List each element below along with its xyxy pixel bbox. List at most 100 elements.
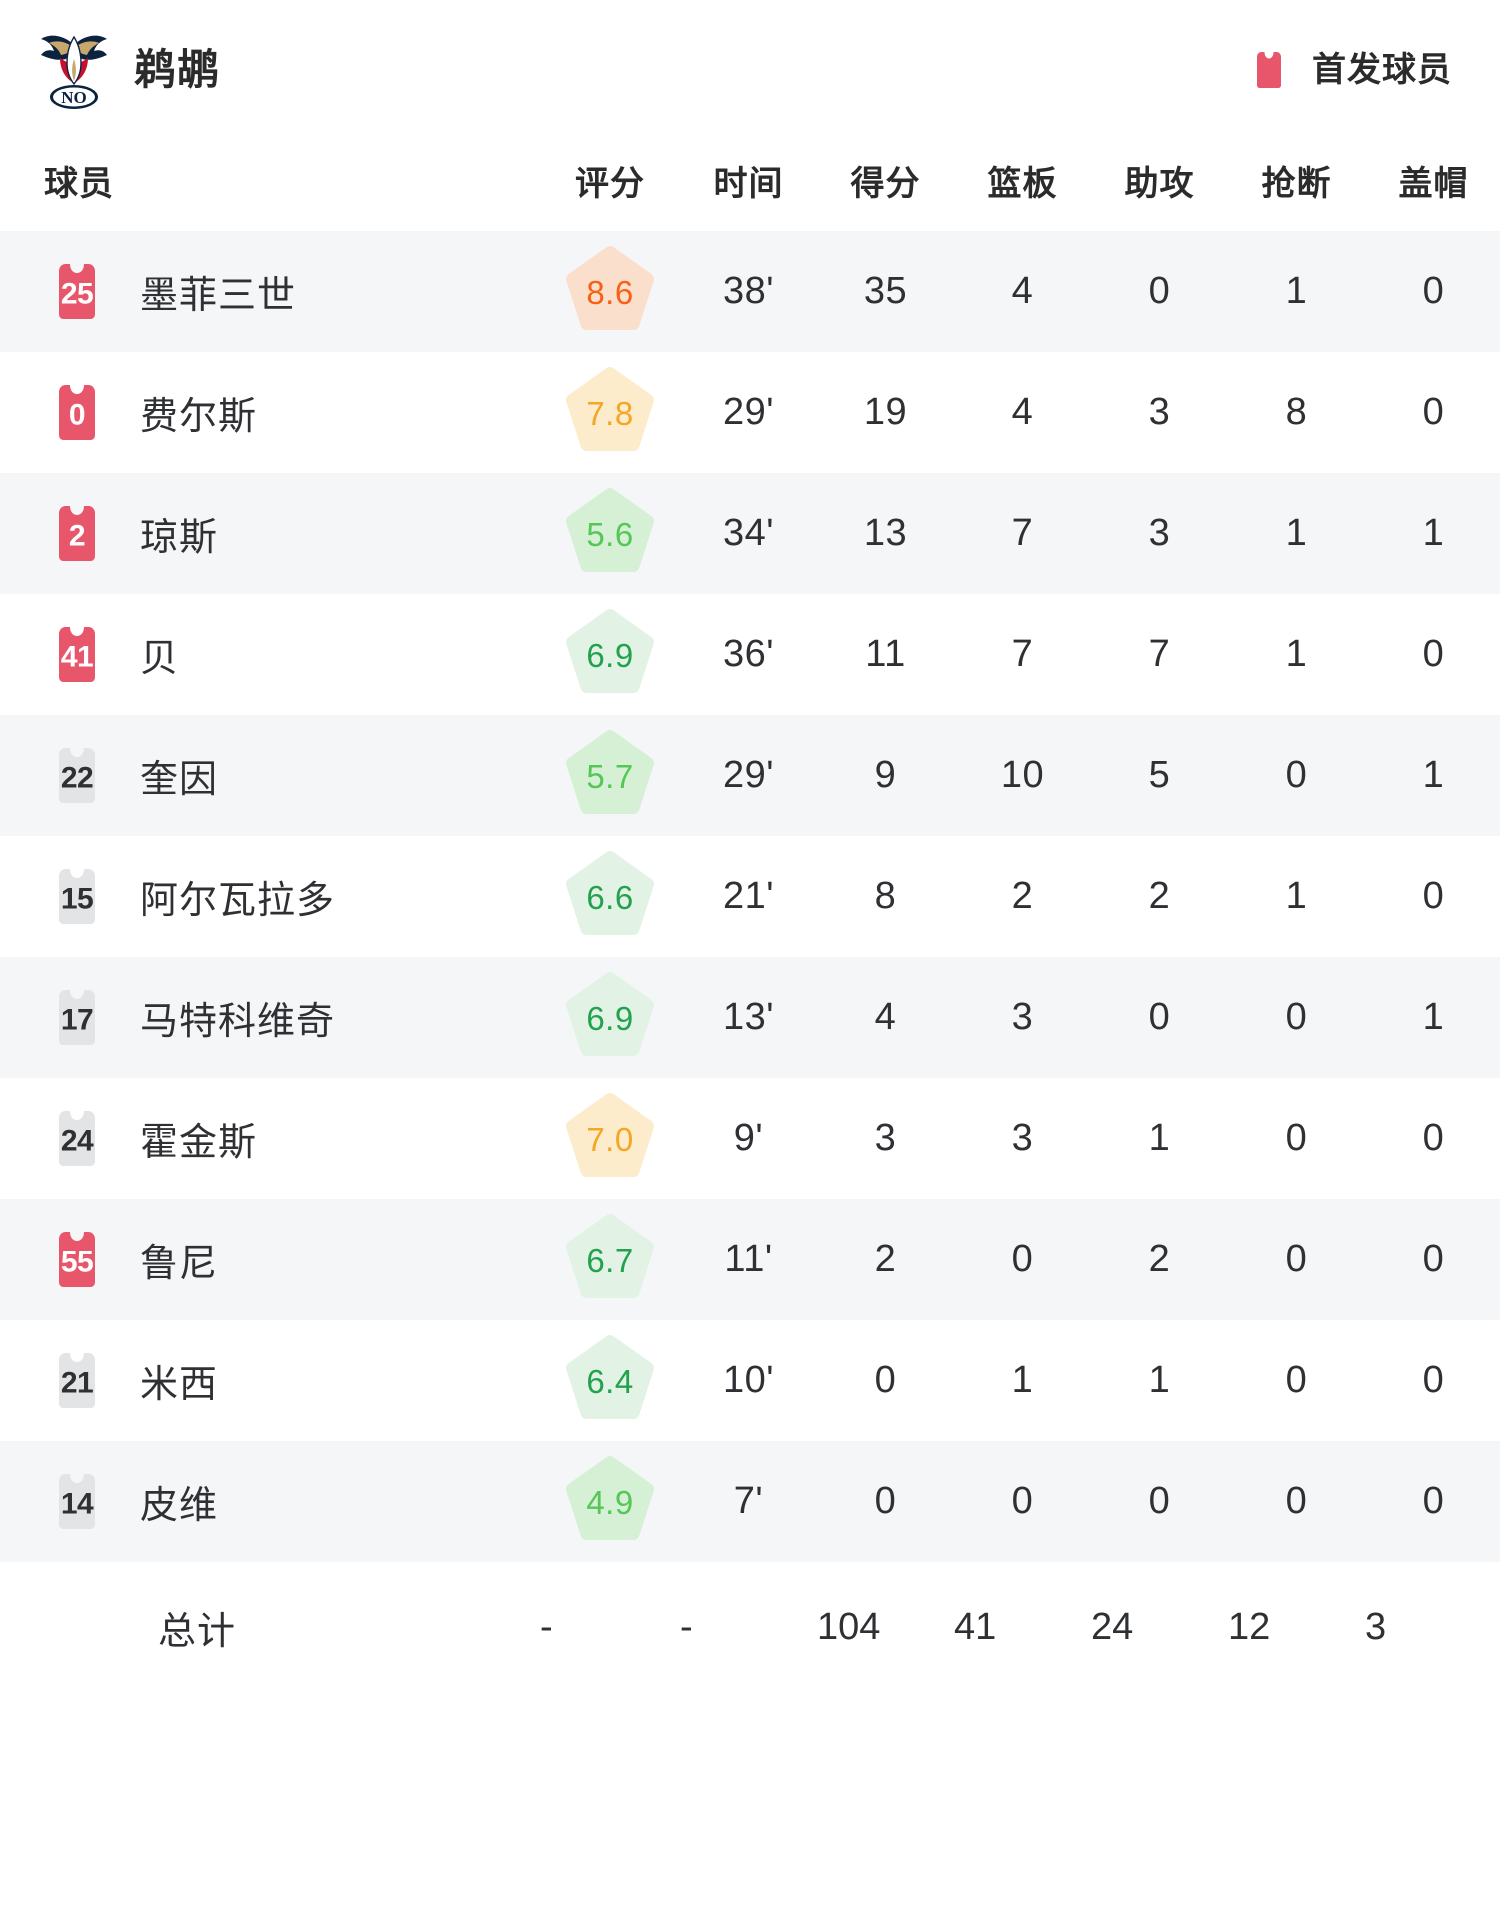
jersey-number: 0 (68, 397, 86, 431)
blocks-cell: 1 (1422, 996, 1445, 1038)
assists-cell: 0 (1148, 996, 1171, 1038)
column-header-steals[interactable]: 抢断 (1261, 165, 1332, 203)
table-row[interactable]: 41 贝 6.9 36' 11 7 7 1 0 (0, 594, 1500, 715)
column-header-rebounds[interactable]: 篮板 (987, 165, 1058, 203)
player-cell[interactable]: 22 奎因 (0, 715, 540, 836)
player-cell[interactable]: 21 米西 (0, 1320, 540, 1441)
player-name[interactable]: 鲁尼 (140, 1243, 219, 1285)
player-cell[interactable]: 15 阿尔瓦拉多 (0, 836, 540, 957)
header-row: 球员 评分 时间 得分 篮板 助攻 抢断 盖帽 (0, 140, 1500, 231)
player-cell[interactable]: 55 鲁尼 (0, 1199, 540, 1320)
rating-value: 6.7 (586, 1241, 634, 1279)
player-name[interactable]: 贝 (140, 638, 180, 680)
rating-value: 8.6 (586, 273, 634, 311)
jersey-number-icon: 25 (44, 257, 110, 327)
rating-cell: 6.9 (540, 594, 680, 715)
player-cell[interactable]: 17 马特科维奇 (0, 957, 540, 1078)
table-row[interactable]: 25 墨菲三世 8.6 38' 35 4 0 1 0 (0, 231, 1500, 352)
blocks-cell: 0 (1422, 391, 1445, 433)
player-name[interactable]: 奎因 (140, 759, 219, 801)
jersey-number: 41 (60, 639, 94, 673)
points-cell: 2 (874, 1238, 897, 1280)
totals-blocks: 3 (1365, 1605, 1387, 1648)
column-header-blocks[interactable]: 盖帽 (1398, 165, 1469, 203)
steals-cell: 0 (1285, 1238, 1308, 1280)
totals-assists: 24 (1091, 1605, 1134, 1648)
assists-cell: 1 (1148, 1359, 1171, 1401)
player-name[interactable]: 马特科维奇 (140, 1001, 336, 1043)
player-name[interactable]: 皮维 (140, 1485, 219, 1527)
table-row[interactable]: 24 霍金斯 7.0 9' 3 3 1 0 0 (0, 1078, 1500, 1199)
assists-cell: 0 (1148, 1480, 1171, 1522)
blocks-cell: 0 (1422, 1117, 1445, 1159)
player-name[interactable]: 霍金斯 (140, 1122, 258, 1164)
table-row[interactable]: 2 琼斯 5.6 34' 13 7 3 1 1 (0, 473, 1500, 594)
rating-value: 6.6 (586, 878, 634, 916)
minutes-cell: 11' (724, 1238, 773, 1280)
rating-badge: 6.9 (562, 607, 658, 703)
player-cell[interactable]: 2 琼斯 (0, 473, 540, 594)
column-header-points[interactable]: 得分 (850, 165, 921, 203)
minutes-cell: 21' (722, 875, 775, 917)
player-cell[interactable]: 0 费尔斯 (0, 352, 540, 473)
rebounds-cell: 0 (1011, 1480, 1034, 1522)
minutes-cell: 29' (722, 754, 775, 796)
table-row[interactable]: 17 马特科维奇 6.9 13' 4 3 0 0 1 (0, 957, 1500, 1078)
rating-badge: 6.7 (562, 1212, 658, 1308)
totals-steals: 12 (1228, 1605, 1271, 1648)
points-cell: 0 (874, 1480, 897, 1522)
jersey-number: 17 (60, 1002, 94, 1036)
table-row[interactable]: 15 阿尔瓦拉多 6.6 21' 8 2 2 1 0 (0, 836, 1500, 957)
points-cell: 4 (874, 996, 897, 1038)
team-identity: NO 鹈鹕 (36, 29, 220, 111)
column-header-player[interactable]: 球员 (44, 165, 114, 203)
rating-value: 6.9 (586, 636, 634, 674)
rating-value: 5.7 (586, 757, 634, 795)
player-name[interactable]: 阿尔瓦拉多 (140, 880, 336, 922)
blocks-cell: 0 (1422, 1480, 1445, 1522)
player-cell[interactable]: 24 霍金斯 (0, 1078, 540, 1199)
column-header-assists[interactable]: 助攻 (1124, 165, 1195, 203)
player-cell[interactable]: 41 贝 (0, 594, 540, 715)
player-stats-table: 球员 评分 时间 得分 篮板 助攻 抢断 盖帽 25 墨菲三世 8.6 38' 35 4 0… (0, 140, 1500, 1692)
player-name[interactable]: 琼斯 (140, 517, 219, 559)
jersey-number-icon: 17 (44, 983, 110, 1053)
rating-badge: 5.7 (562, 728, 658, 824)
assists-cell: 0 (1148, 270, 1171, 312)
steals-cell: 1 (1285, 633, 1308, 675)
blocks-cell: 0 (1422, 270, 1445, 312)
player-name[interactable]: 米西 (140, 1364, 219, 1406)
table-row[interactable]: 55 鲁尼 6.7 11' 2 0 2 0 0 (0, 1199, 1500, 1320)
starters-legend-label: 首发球员 (1312, 51, 1452, 89)
jersey-number-icon: 14 (44, 1467, 110, 1537)
player-name[interactable]: 费尔斯 (140, 396, 258, 438)
rating-cell: 5.6 (540, 473, 680, 594)
assists-cell: 3 (1148, 391, 1171, 433)
points-cell: 3 (874, 1117, 897, 1159)
jersey-icon (1246, 47, 1292, 93)
steals-cell: 1 (1285, 512, 1308, 554)
table-row[interactable]: 22 奎因 5.7 29' 9 10 5 0 1 (0, 715, 1500, 836)
rating-cell: 6.7 (540, 1199, 680, 1320)
table-row[interactable]: 21 米西 6.4 10' 0 1 1 0 0 (0, 1320, 1500, 1441)
pelicans-logo-icon: NO (36, 29, 112, 111)
rating-badge: 7.8 (562, 365, 658, 461)
blocks-cell: 1 (1422, 754, 1445, 796)
player-cell[interactable]: 14 皮维 (0, 1441, 540, 1562)
blocks-cell: 0 (1422, 1359, 1445, 1401)
table-row[interactable]: 0 费尔斯 7.8 29' 19 4 3 8 0 (0, 352, 1500, 473)
assists-cell: 1 (1148, 1117, 1171, 1159)
steals-cell: 8 (1285, 391, 1308, 433)
column-header-rating[interactable]: 评分 (575, 165, 645, 203)
rating-badge: 6.4 (562, 1333, 658, 1429)
steals-cell: 0 (1285, 1117, 1308, 1159)
rating-badge: 5.6 (562, 486, 658, 582)
player-cell[interactable]: 25 墨菲三世 (0, 231, 540, 352)
table-row[interactable]: 14 皮维 4.9 7' 0 0 0 0 0 (0, 1441, 1500, 1562)
rating-cell: 7.0 (540, 1078, 680, 1199)
rebounds-cell: 7 (1011, 512, 1034, 554)
jersey-number-icon: 0 (44, 378, 110, 448)
column-header-minutes[interactable]: 时间 (713, 165, 784, 203)
player-name[interactable]: 墨菲三世 (140, 275, 297, 317)
rating-value: 4.9 (586, 1483, 634, 1521)
